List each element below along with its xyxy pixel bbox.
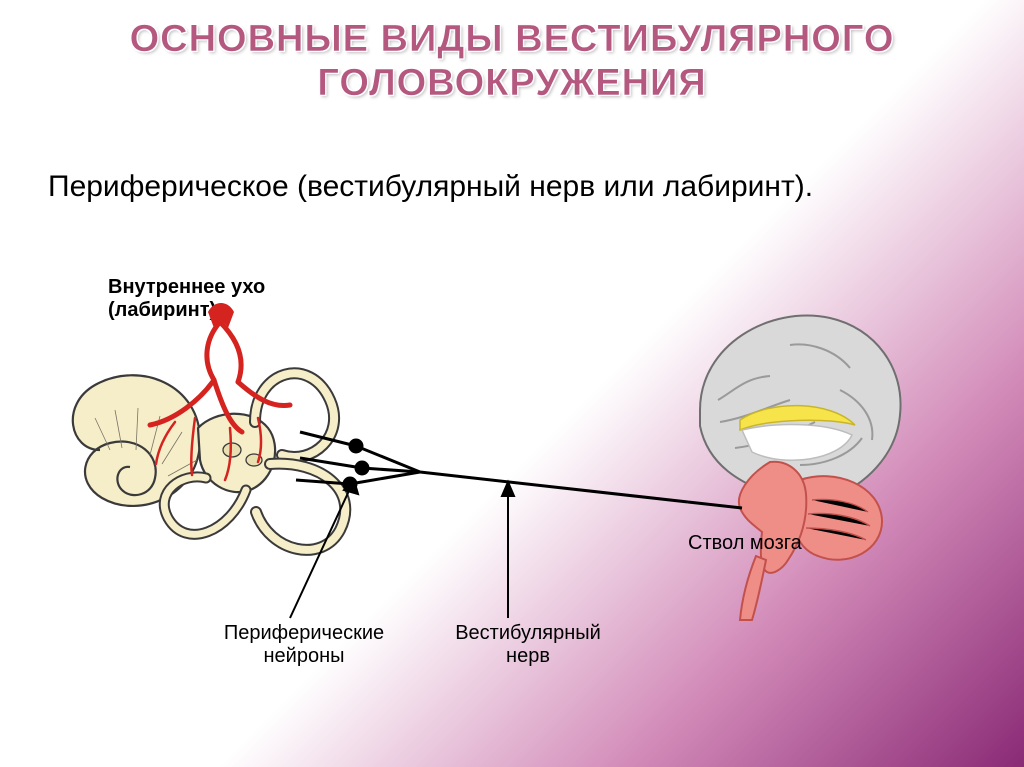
slide-title: ОСНОВНЫЕ ВИДЫ ВЕСТИБУЛЯРНОГО ГОЛОВОКРУЖЕ… [0,18,1024,105]
brain-icon [688,316,901,620]
diagram: Ствол мозга Периферические нейроны Вести… [0,250,1024,710]
arrow-vestibular-nerve [502,482,514,618]
label-vestibular-nerve: Вестибулярный нерв [428,622,628,668]
label-brainstem: Ствол мозга [688,532,802,555]
inner-ear-icon [73,303,345,550]
label-peripheral-neurons: Периферические нейроны [204,622,404,668]
slide-subtitle: Периферическое (вестибулярный нерв или л… [48,170,813,204]
slide: ОСНОВНЫЕ ВИДЫ ВЕСТИБУЛЯРНОГО ГОЛОВОКРУЖЕ… [0,0,1024,767]
